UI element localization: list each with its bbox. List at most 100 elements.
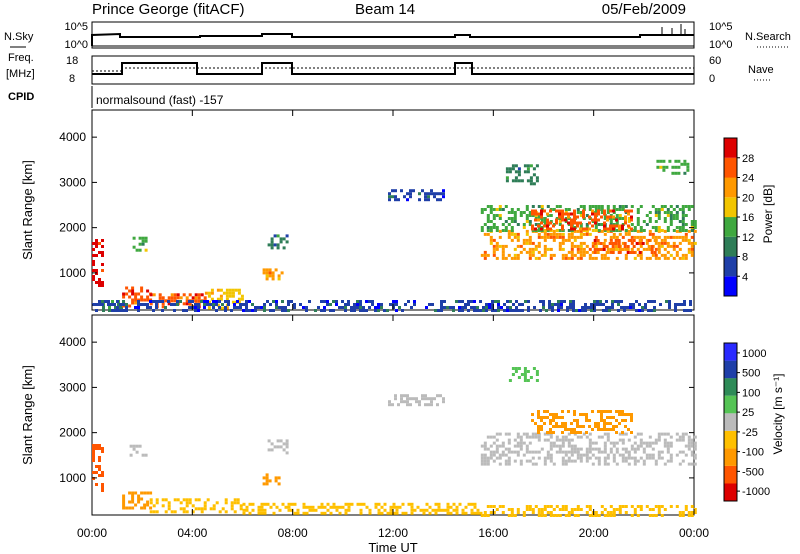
power-ylabel: Slant Range [km] [20,160,35,260]
heatmap-cell [368,306,371,309]
heatmap-cell [576,247,580,251]
heatmap-cell [579,456,583,460]
velocity-heatmap [92,367,697,517]
heatmap-cell [507,232,511,236]
heatmap-cell [278,306,281,309]
heatmap-cell [498,505,502,508]
heatmap-cell [567,212,570,216]
heatmap-cell [669,214,673,217]
heatmap-cell [374,309,377,312]
heatmap-cell [657,211,661,214]
heatmap-cell [495,447,499,451]
heatmap-cell [675,505,679,508]
heatmap-cell [504,459,508,463]
heatmap-cell [492,238,496,242]
heatmap-cell [549,253,553,257]
heatmap-cell [627,453,631,457]
heatmap-cell [684,432,688,436]
heatmap-cell [675,432,679,436]
heatmap-cell [504,256,508,260]
heatmap-cell [570,447,574,451]
heatmap-cell [576,250,580,254]
nsearch-label: N.Search [745,31,791,43]
heatmap-cell [265,476,269,480]
heatmap-cell [486,514,490,517]
heatmap-cell [578,309,581,312]
heatmap-cell [602,303,605,306]
heatmap-cell [609,224,612,228]
heatmap-cell [624,413,627,416]
heatmap-cell [323,309,326,312]
heatmap-cell [482,306,485,309]
heatmap-cell [654,253,658,257]
heatmap-cell [440,508,444,512]
heatmap-cell [633,226,637,229]
heatmap-cell [657,229,661,232]
heatmap-cell [265,473,269,477]
heatmap-cell [215,300,218,303]
heatmap-cell [125,292,129,296]
heatmap-cell [531,227,534,231]
heatmap-cell [599,300,602,303]
heatmap-cell [618,422,621,425]
heatmap-cell [516,508,520,511]
heatmap-cell [648,229,652,233]
heatmap-cell [424,397,427,401]
heatmap-cell [636,220,640,223]
heatmap-cell [143,491,147,495]
heatmap-cell [561,438,565,442]
heatmap-cell [137,303,140,306]
y-tick-label: 1000 [59,266,86,280]
heatmap-cell [567,235,571,239]
heatmap-cell [573,444,577,448]
heatmap-cell [579,244,583,248]
heatmap-cell [523,373,527,376]
heatmap-cell [686,309,689,312]
heatmap-cell [555,435,559,439]
heatmap-cell [216,288,220,292]
heatmap-cell [501,441,505,445]
heatmap-cell [663,508,667,511]
heatmap-cell [188,498,192,502]
heatmap-cell [473,505,477,509]
heatmap-cell [549,227,552,231]
heatmap-cell [149,501,153,505]
heatmap-cell [611,248,615,251]
heatmap-cell [677,165,681,169]
heatmap-cell [684,238,688,242]
heatmap-cell [270,442,274,446]
heatmap-cell [537,218,540,222]
heatmap-cell [485,303,488,306]
heatmap-cell [657,435,661,439]
heatmap-cell [591,514,595,517]
heatmap-cell [669,244,673,248]
heatmap-cell [227,300,230,303]
heatmap-cell [636,223,640,226]
colorbar-segment [724,276,737,297]
heatmap-cell [588,205,592,208]
heatmap-cell [588,432,592,436]
heatmap-cell [240,297,244,301]
heatmap-cell [648,220,652,223]
heatmap-cell [594,229,598,232]
heatmap-cell [609,514,613,517]
heatmap-cell [231,294,235,298]
heatmap-cell [265,479,269,483]
heatmap-cell [507,438,511,442]
heatmap-cell [627,217,631,220]
heatmap-cell [529,179,533,183]
heatmap-cell [492,450,496,454]
heatmap-cell [522,247,526,251]
heatmap-cell [636,505,640,508]
heatmap-cell [170,510,174,514]
heatmap-cell [440,300,443,303]
heatmap-cell [209,507,213,511]
heatmap-cell [101,251,104,254]
heatmap-cell [509,309,512,312]
heatmap-cell [219,297,223,301]
heatmap-cell [606,218,609,222]
heatmap-cell [549,419,552,422]
heatmap-cell [543,229,547,232]
heatmap-cell [624,459,628,463]
heatmap-cell [531,241,535,245]
